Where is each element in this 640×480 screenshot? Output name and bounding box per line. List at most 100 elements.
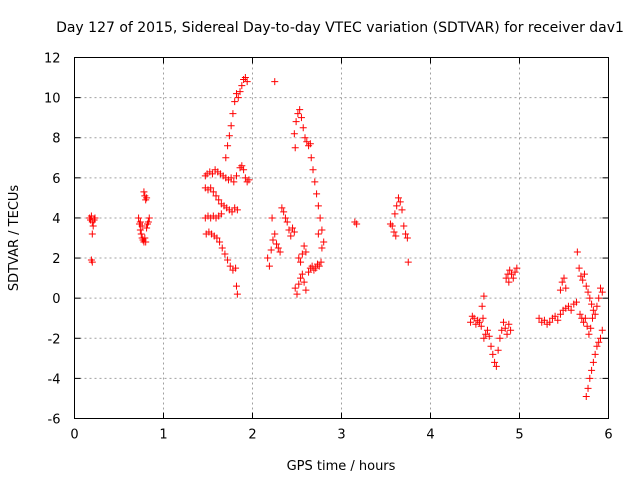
data-point bbox=[314, 230, 322, 238]
data-point bbox=[598, 288, 606, 296]
data-point bbox=[392, 232, 400, 240]
data-point bbox=[87, 212, 95, 220]
data-point bbox=[232, 264, 240, 272]
data-point bbox=[264, 254, 272, 262]
data-point bbox=[480, 334, 488, 342]
axis-ticks bbox=[74, 57, 609, 419]
data-point bbox=[593, 342, 601, 350]
data-point bbox=[271, 230, 279, 238]
data-point bbox=[301, 134, 309, 142]
x-tick-labels: 0 1 2 3 4 5 6 bbox=[70, 428, 612, 443]
data-point bbox=[467, 318, 475, 326]
y-tick-label: 0 bbox=[52, 292, 60, 307]
data-point bbox=[496, 334, 504, 342]
y-tick-label: 2 bbox=[52, 252, 60, 267]
data-point bbox=[588, 314, 596, 322]
data-point bbox=[586, 294, 594, 302]
data-point bbox=[479, 314, 487, 322]
data-point bbox=[222, 154, 230, 162]
data-point bbox=[583, 322, 591, 330]
data-point bbox=[320, 238, 328, 246]
data-point bbox=[289, 224, 297, 232]
data-point bbox=[218, 244, 226, 252]
y-tick-label: 4 bbox=[52, 212, 60, 227]
data-point bbox=[505, 320, 513, 328]
data-point bbox=[303, 138, 311, 146]
x-tick-label: 3 bbox=[337, 428, 345, 443]
data-point bbox=[274, 244, 282, 252]
x-tick-label: 2 bbox=[248, 428, 256, 443]
data-point bbox=[316, 214, 324, 222]
data-point bbox=[215, 196, 223, 204]
data-point bbox=[236, 88, 244, 96]
data-point bbox=[232, 282, 240, 290]
data-point bbox=[589, 306, 597, 314]
data-point bbox=[494, 346, 502, 354]
data-point bbox=[302, 248, 310, 256]
data-point bbox=[585, 330, 593, 338]
data-point bbox=[509, 274, 517, 282]
data-point bbox=[507, 326, 515, 334]
data-point bbox=[402, 230, 410, 238]
data-point bbox=[217, 210, 225, 218]
data-point bbox=[233, 206, 241, 214]
data-point bbox=[89, 222, 97, 230]
x-tick-label: 6 bbox=[604, 428, 612, 443]
data-point bbox=[575, 264, 583, 272]
x-tick-label: 1 bbox=[159, 428, 167, 443]
data-point bbox=[297, 258, 305, 266]
data-point bbox=[390, 228, 398, 236]
data-point bbox=[136, 218, 144, 226]
data-point bbox=[489, 350, 497, 358]
data-point bbox=[224, 256, 232, 264]
data-point bbox=[278, 204, 286, 212]
data-point bbox=[394, 194, 402, 202]
data-point bbox=[294, 110, 302, 118]
data-point bbox=[353, 220, 361, 228]
data-point bbox=[564, 302, 572, 310]
data-point bbox=[393, 202, 401, 210]
data-point bbox=[208, 170, 216, 178]
x-tick-label: 4 bbox=[426, 428, 434, 443]
data-point bbox=[295, 254, 303, 262]
data-point bbox=[562, 284, 570, 292]
data-point bbox=[232, 172, 240, 180]
data-point bbox=[243, 78, 251, 86]
data-point bbox=[507, 270, 515, 278]
data-point bbox=[318, 226, 326, 234]
data-point bbox=[227, 122, 235, 130]
data-point bbox=[513, 264, 521, 272]
data-point bbox=[475, 318, 483, 326]
data-point bbox=[143, 194, 151, 202]
data-point bbox=[315, 262, 323, 270]
data-point bbox=[213, 234, 221, 242]
data-point bbox=[234, 94, 242, 102]
data-point bbox=[391, 210, 399, 218]
data-point bbox=[308, 262, 316, 270]
data-point bbox=[546, 318, 554, 326]
data-point bbox=[589, 358, 597, 366]
data-point bbox=[556, 310, 564, 318]
y-tick-label: 10 bbox=[44, 92, 61, 107]
data-point bbox=[403, 234, 411, 242]
data-point bbox=[311, 178, 319, 186]
data-point bbox=[290, 228, 298, 236]
data-point bbox=[470, 314, 478, 322]
data-point bbox=[224, 142, 232, 150]
data-point bbox=[595, 294, 603, 302]
data-point bbox=[588, 300, 596, 308]
data-point bbox=[307, 154, 315, 162]
data-point bbox=[209, 188, 217, 196]
data-point bbox=[290, 130, 298, 138]
data-point bbox=[299, 124, 307, 132]
data-point bbox=[306, 140, 314, 148]
data-point bbox=[144, 218, 152, 226]
data-point bbox=[228, 208, 236, 216]
data-point bbox=[505, 278, 513, 286]
data-point bbox=[317, 258, 325, 266]
data-point bbox=[498, 326, 506, 334]
data-point bbox=[88, 230, 96, 238]
data-point bbox=[598, 326, 606, 334]
